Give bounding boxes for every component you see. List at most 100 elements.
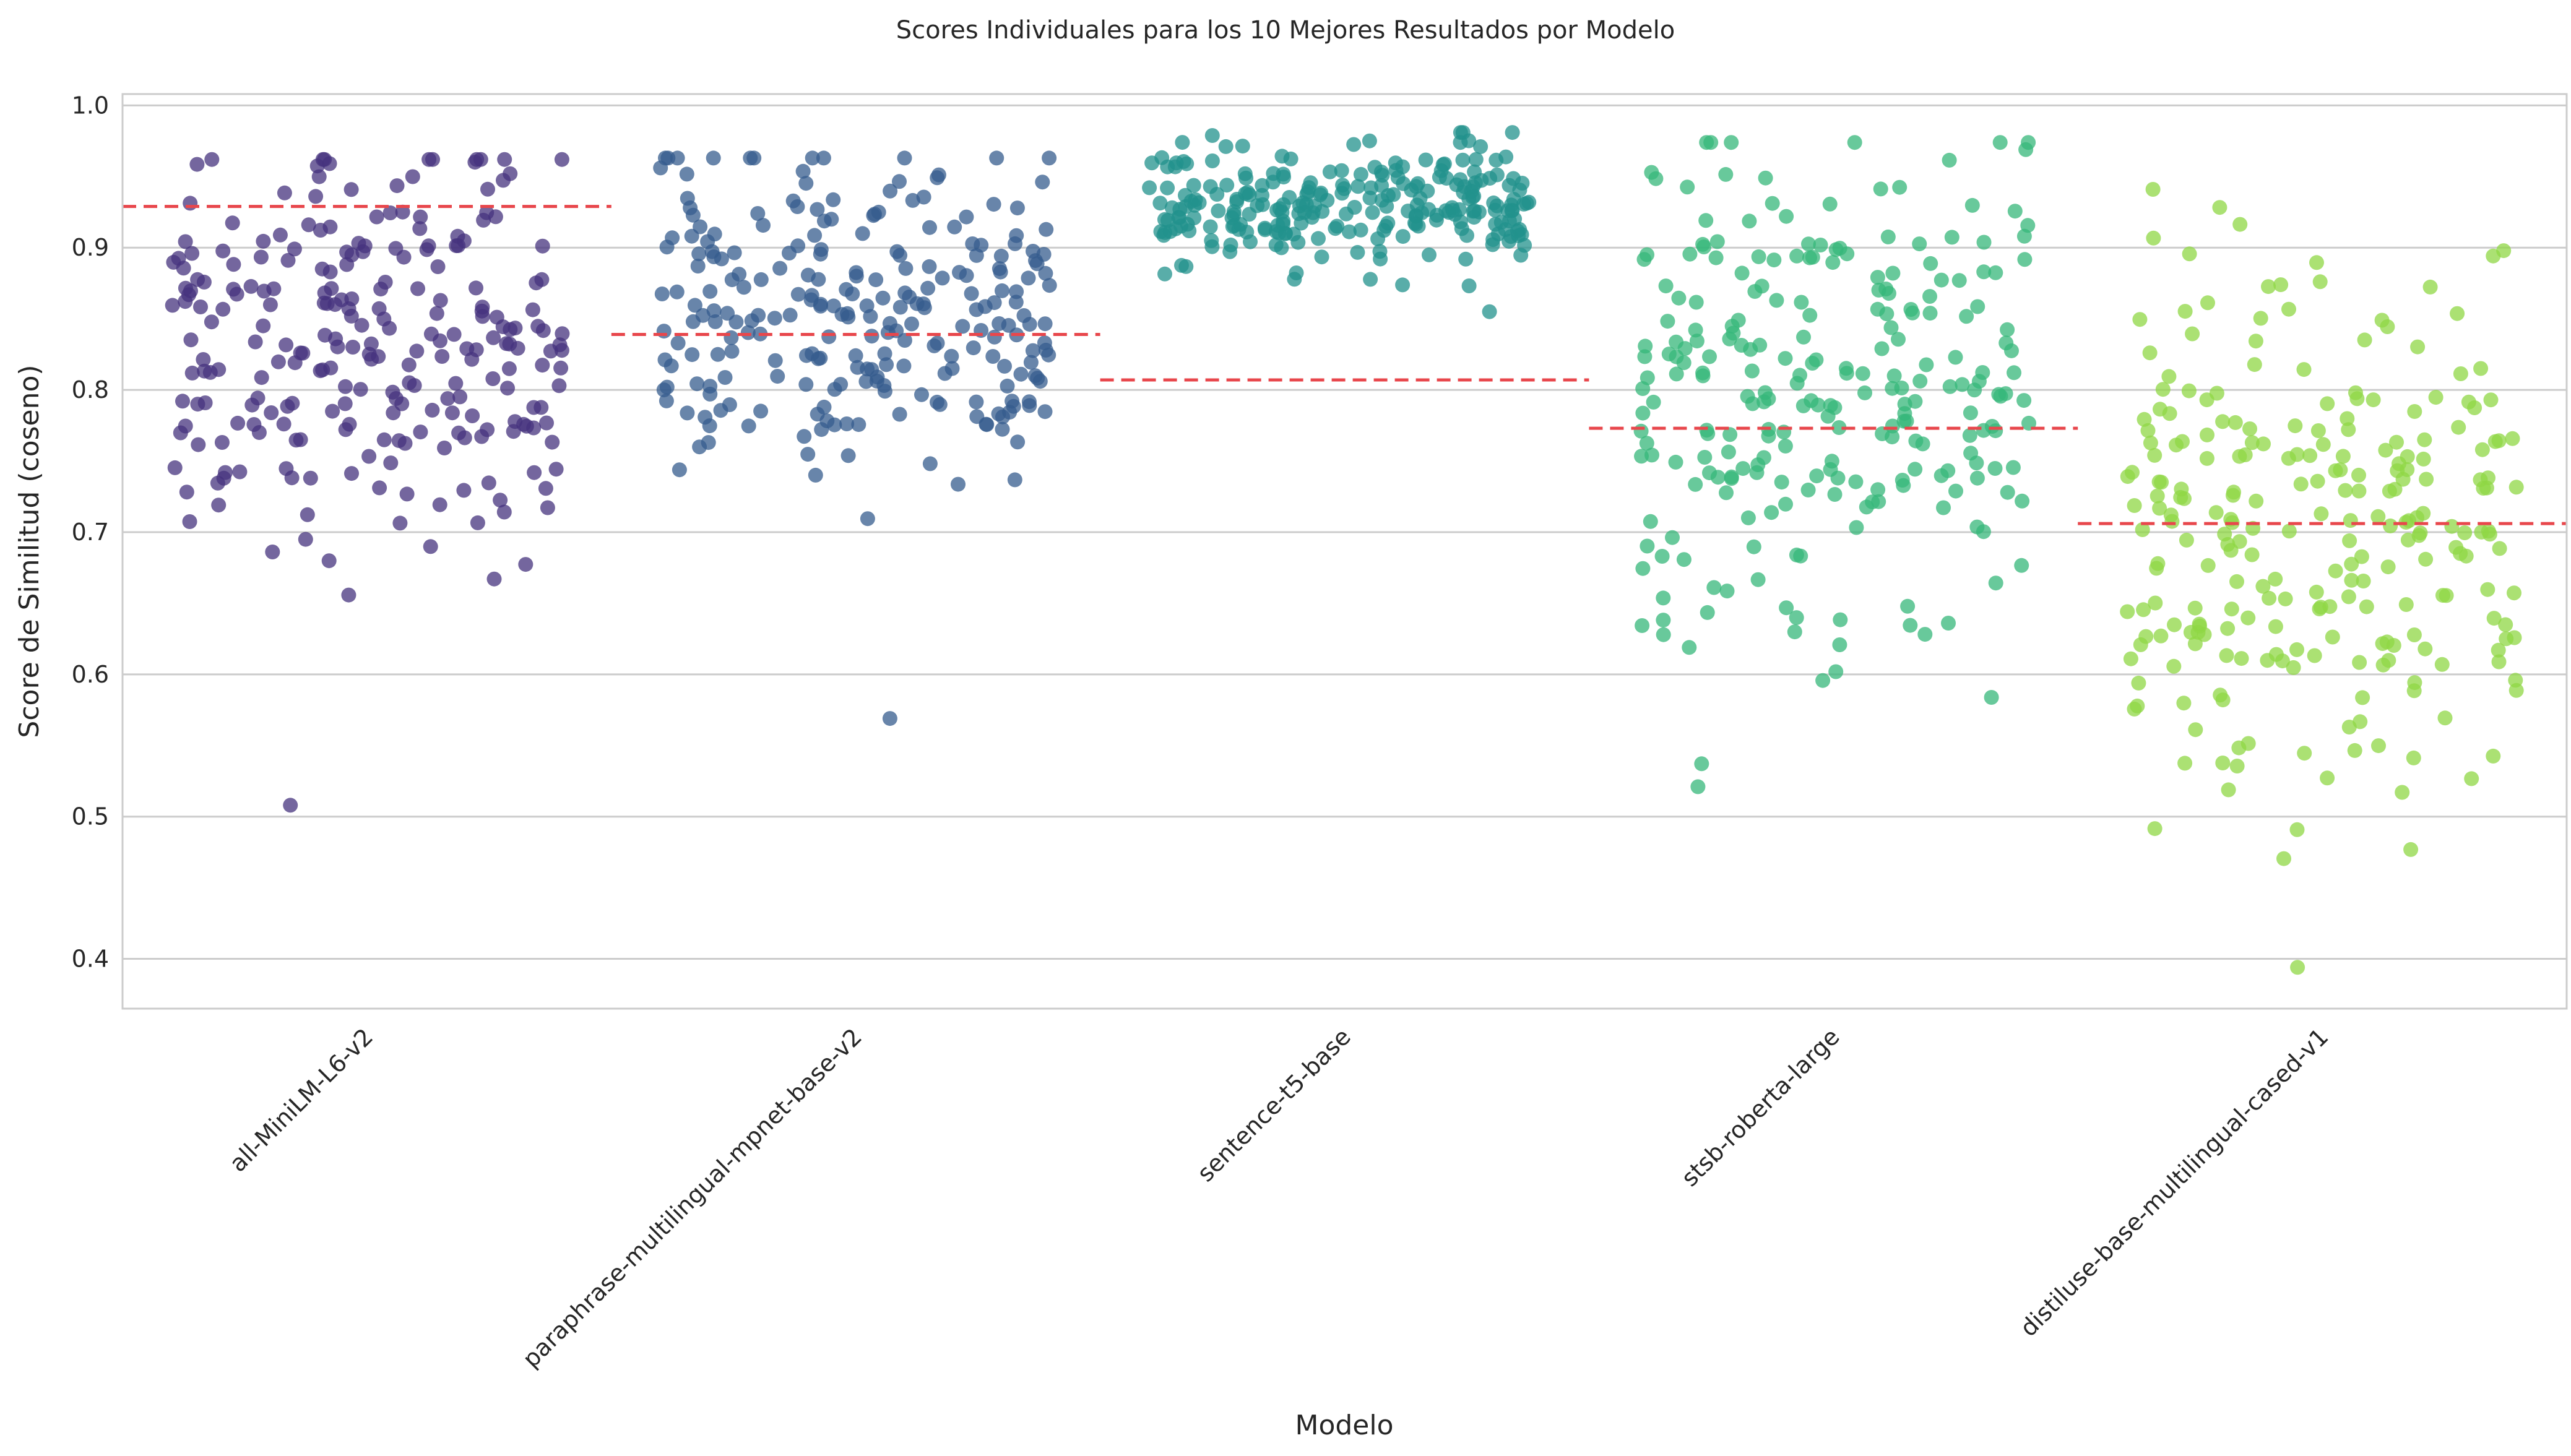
data-point [1222,244,1238,259]
data-point [1804,393,1819,408]
data-point [2200,427,2215,442]
data-point [2213,687,2228,703]
data-point [1919,357,1934,373]
data-point [2151,474,2167,489]
data-point [877,384,892,399]
data-point [2480,582,2495,597]
data-point [1951,273,1967,288]
data-point [1870,482,1886,498]
y-tick-label: 0.6 [72,661,109,688]
data-point [2335,449,2351,464]
data-point [1870,270,1885,285]
data-point [2215,414,2231,429]
data-point [2359,599,2374,614]
data-point [669,284,685,299]
data-point [1694,756,1709,772]
data-point [1969,519,1985,535]
data-point [2120,604,2135,619]
data-point [344,308,359,324]
data-point [1218,139,1234,154]
data-point [481,475,496,491]
data-point [456,483,472,498]
data-point [184,365,200,381]
data-point [423,326,439,342]
data-point [1227,218,1242,233]
data-point [459,341,475,356]
data-point [1467,175,1483,191]
data-point [502,337,517,351]
data-point [955,319,970,334]
data-point [2474,442,2490,457]
data-point [1274,240,1289,256]
y-axis-ticks: 0.4 0.5 0.6 0.7 0.8 0.9 1.0 [72,92,109,972]
data-point [898,261,914,276]
data-point [318,327,332,343]
data-point [2307,648,2322,663]
data-point [262,297,278,312]
data-point [383,455,399,471]
data-point [1039,222,1054,237]
data-point [1654,549,1670,564]
data-point [1373,251,1388,267]
data-point [724,343,740,359]
data-point [987,329,1002,345]
data-point [1688,295,1704,310]
y-axis-label: Score de Similitud (coseno) [14,364,45,738]
data-point [338,379,353,394]
data-point [1695,236,1711,252]
data-point [2150,488,2165,504]
data-point [496,173,511,188]
data-point [1832,637,1847,652]
data-point [1792,368,1807,383]
data-point [1987,461,2003,476]
data-point [176,261,191,276]
data-point [277,185,292,200]
data-point [1793,548,1808,564]
data-point [2418,641,2433,657]
data-point [2137,411,2152,427]
data-point [1458,251,1474,267]
data-point [193,299,208,314]
data-point [2262,590,2277,606]
data-point [1942,379,1958,394]
data-point [959,268,974,283]
data-point [344,182,359,197]
data-point [685,314,701,329]
data-point [1428,212,1444,228]
data-point [1991,387,2007,402]
data-point [1211,203,1226,218]
data-point [2176,696,2192,711]
data-point [2508,683,2524,698]
data-point [272,227,288,243]
data-point [2400,532,2416,548]
data-point [322,156,337,171]
data-point [2437,710,2453,726]
data-point [1874,341,1890,356]
data-point [808,467,823,483]
data-point [496,504,512,520]
data-point [1823,398,1838,413]
data-point [849,269,864,284]
data-point [202,364,218,380]
data-point [419,242,434,257]
data-point [1482,171,1498,186]
data-point [284,470,300,486]
data-point [702,283,718,299]
data-point [1009,228,1024,243]
data-point [184,246,200,261]
data-point [1702,349,1717,364]
data-point [450,228,465,244]
data-point [2379,634,2395,650]
data-point [2378,442,2393,458]
x-tick-label: stsb-roberta-large [1676,1023,1845,1192]
data-point [1204,233,1219,248]
data-point [1734,338,1749,353]
data-point [1809,468,1825,484]
data-point [1827,487,1843,502]
data-point [914,387,929,402]
data-point [1237,166,1253,181]
data-point [944,348,959,364]
data-point [553,360,569,376]
data-point [2370,509,2386,524]
data-point [2147,821,2163,837]
